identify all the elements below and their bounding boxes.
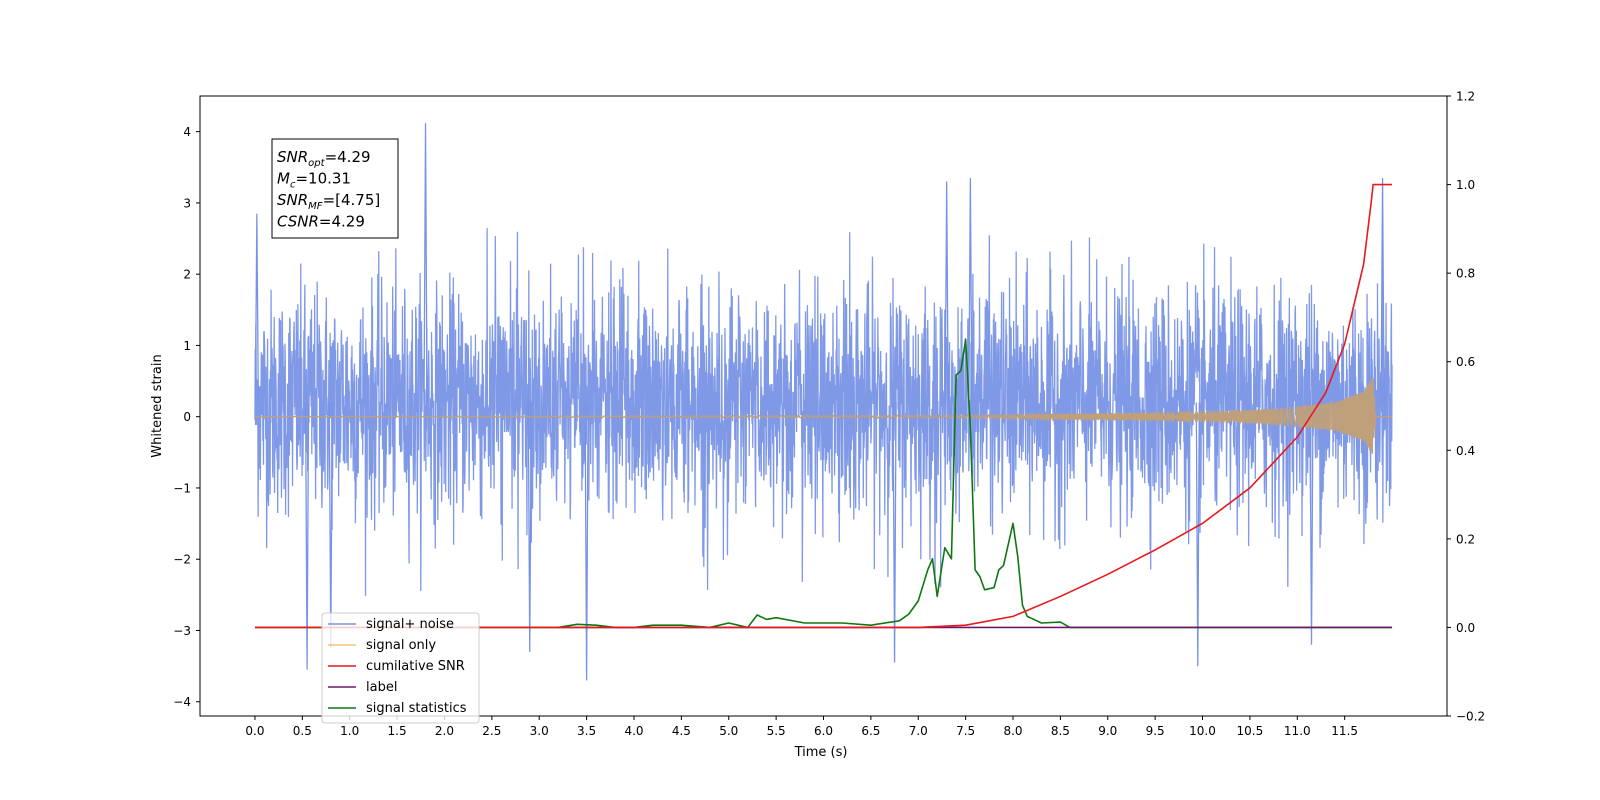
signal-only-series: [254, 377, 1393, 454]
noise-peak: [1309, 402, 1314, 645]
plot-area: [254, 123, 1393, 681]
annotation-line: SNRMF=[4.75]: [277, 191, 380, 212]
noise-peak: [944, 181, 949, 403]
x-tick-label: 10.5: [1237, 724, 1264, 738]
legend-label: signal statistics: [366, 701, 467, 716]
legend: signal+ noise signal only cumilative SNR la…: [321, 612, 480, 724]
annotation-frame: [271, 138, 399, 239]
x-axis-ticks: 0.0 0.5 1.0 1.5 2.0 2.5 3.0 3.5 4.0 4.5 5.0 5.5 6.0 6…: [245, 716, 1358, 738]
x-tick-label: 2.0: [435, 724, 454, 738]
noise-peak: [584, 402, 589, 681]
y2-tick-label: 0.2: [1456, 532, 1475, 546]
annotation-line: Mc=10.31: [277, 170, 351, 191]
legend-label: label: [366, 680, 397, 695]
noise-peak: [254, 213, 260, 403]
x-tick-label: 1.0: [340, 724, 359, 738]
x-tick-label: 10.0: [1189, 724, 1216, 738]
x-axis-label: Time (s): [794, 745, 848, 760]
y-tick-label: 2: [183, 268, 191, 282]
x-tick-label: 3.0: [530, 724, 549, 738]
x-tick-label: 8.5: [1051, 724, 1070, 738]
x-tick-label: 7.0: [909, 724, 928, 738]
right-axis-series: [254, 183, 1393, 629]
x-tick-label: 9.0: [1098, 724, 1117, 738]
y2-tick-label: −0.2: [1456, 710, 1485, 724]
cumilative-snr-line: [254, 183, 1393, 629]
x-tick-label: 5.5: [767, 724, 786, 738]
x-tick-label: 11.0: [1284, 724, 1311, 738]
y2-tick-label: 0.6: [1456, 355, 1475, 369]
y-tick-label: 1: [183, 339, 191, 353]
y-tick-label: 4: [183, 125, 191, 139]
y-tick-label: −4: [173, 695, 191, 709]
signal-only-line: [254, 378, 1393, 454]
x-tick-label: 1.5: [388, 724, 407, 738]
y2-tick-label: 0.4: [1456, 444, 1475, 458]
y-tick-label: 3: [183, 196, 191, 210]
x-tick-label: 6.5: [861, 724, 880, 738]
noise-peak: [892, 402, 897, 663]
signal-noise-line: [254, 228, 1393, 596]
x-tick-label: 6.0: [814, 724, 833, 738]
noise-peak: [1195, 402, 1200, 667]
y-tick-label: −3: [173, 624, 191, 638]
noise-peak: [527, 402, 532, 652]
x-tick-label: 5.0: [719, 724, 738, 738]
x-tick-label: 0.5: [293, 724, 312, 738]
legend-label: signal+ noise: [366, 617, 454, 632]
y-tick-label: 0: [183, 410, 191, 424]
noise-peak: [1380, 177, 1385, 403]
x-tick-label: 11.5: [1331, 724, 1358, 738]
y-tick-label: −2: [173, 553, 191, 567]
y2-tick-label: 1.0: [1456, 178, 1475, 192]
legend-label: cumilative SNR: [366, 659, 465, 674]
x-tick-label: 2.5: [482, 724, 501, 738]
legend-frame: [321, 612, 480, 724]
y-axis-label: Whitened strain: [150, 354, 165, 457]
y2-tick-label: 0.0: [1456, 621, 1475, 635]
noise-peak: [968, 177, 973, 403]
x-tick-label: 0.0: [245, 724, 264, 738]
signal-noise-series: [254, 123, 1393, 681]
x-tick-label: 4.0: [624, 724, 643, 738]
noise-peak: [304, 402, 310, 670]
annotation-line: SNRopt=4.29: [277, 148, 371, 169]
x-tick-label: 8.0: [1003, 724, 1022, 738]
y2-tick-label: 0.8: [1456, 267, 1475, 281]
x-tick-label: 3.5: [577, 724, 596, 738]
y2-axis-ticks: −0.2 0.0 0.2 0.4 0.6 0.8 1.0 1.2: [1447, 90, 1485, 724]
y-tick-label: −1: [173, 481, 191, 495]
x-tick-label: 9.5: [1146, 724, 1165, 738]
y-axis-ticks: −4 −3 −2 −1 0 1 2 3 4: [173, 125, 200, 709]
x-tick-label: 7.5: [956, 724, 975, 738]
x-tick-label: 4.5: [672, 724, 691, 738]
noise-peak: [423, 123, 428, 403]
signal-envelope: [1297, 377, 1374, 454]
annotation-line: CSNR=4.29: [277, 213, 365, 231]
legend-label: signal only: [366, 638, 436, 653]
y2-tick-label: 1.2: [1456, 90, 1475, 104]
